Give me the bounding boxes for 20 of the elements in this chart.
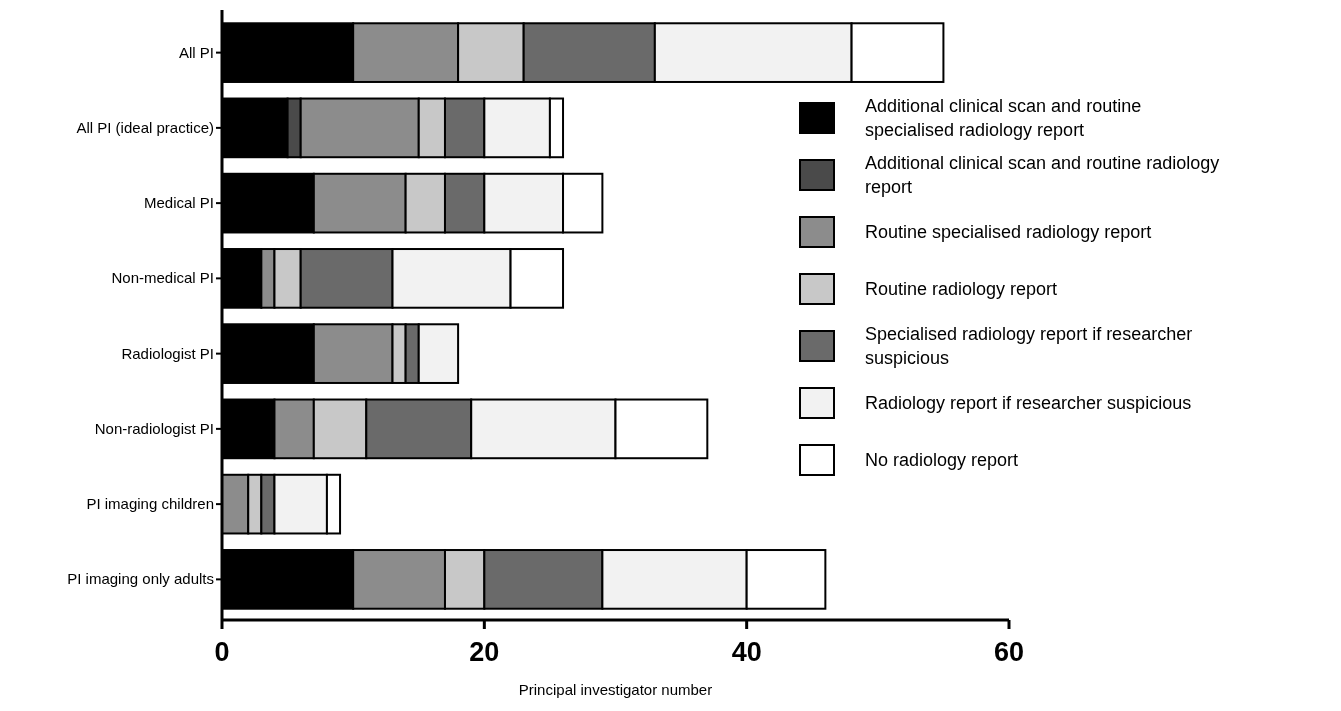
x-tick-label: 40 [731, 637, 762, 667]
y-tick-label: All PI [178, 43, 214, 61]
legend-label: Additional clinical scan and routine radiology report [865, 153, 1220, 197]
x-tick-label: 60 [993, 637, 1025, 667]
legend-label: No radiology report [865, 450, 1019, 470]
legend-label: Additional clinical scan and routine specialised radiology report [865, 96, 1142, 140]
y-tick-label: PI imaging children [86, 495, 214, 513]
y-tick-label: Medical PI [143, 194, 214, 212]
y-tick-label: Non-medical PI [111, 269, 214, 287]
y-tick-label: All PI (ideal practice) [76, 118, 214, 136]
legend-label: Specialised radiology report if researcher suspicious [865, 324, 1193, 368]
y-tick-label: Non-radiologist PI [94, 419, 214, 437]
y-tick-label: PI imaging only adults [67, 570, 214, 588]
y-tick-label: Radiologist PI [121, 344, 214, 362]
x-axis-title: Principal investigator number [518, 681, 713, 698]
x-tick-label: 20 [469, 637, 500, 667]
legend-label: Radiology report if researcher suspicious [865, 393, 1192, 413]
legend-label: Routine radiology report [865, 279, 1058, 299]
legend-label: Routine specialised radiology report [865, 222, 1152, 242]
x-tick-label: 0 [214, 637, 230, 667]
